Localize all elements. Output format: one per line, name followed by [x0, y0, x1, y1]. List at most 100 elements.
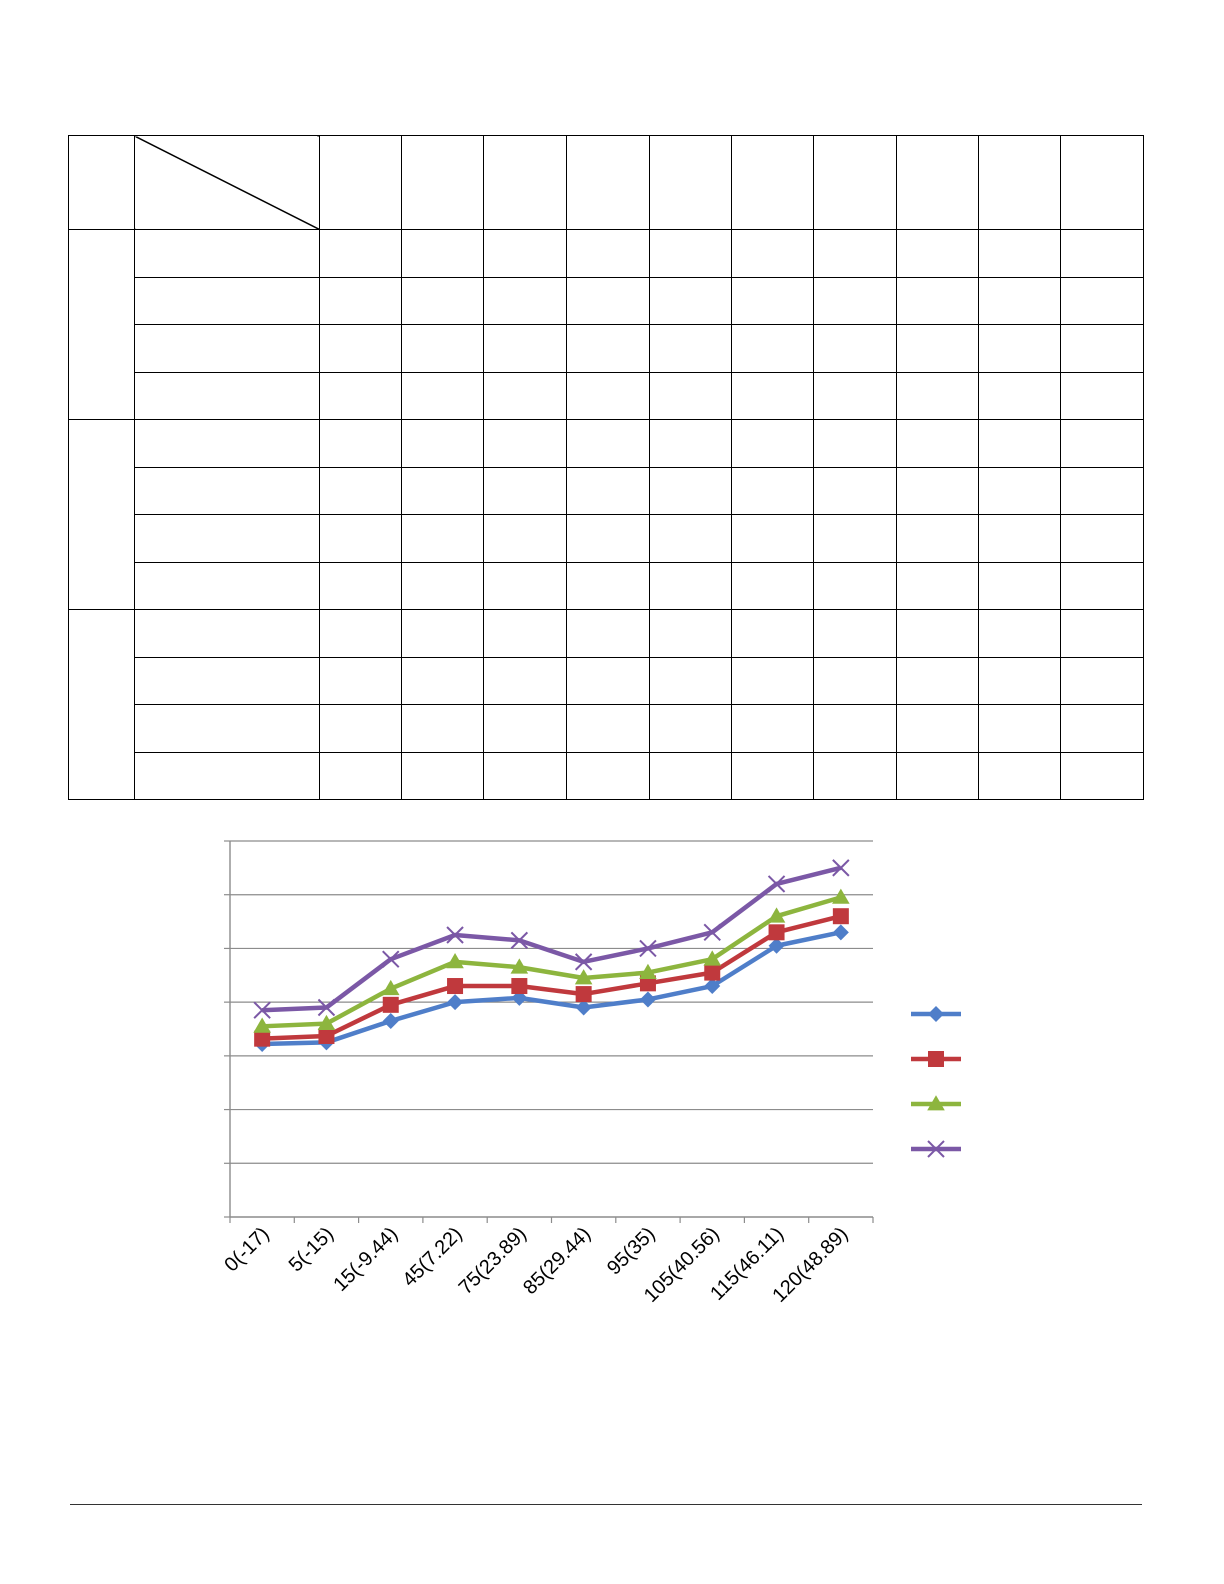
series-4 — [253, 859, 850, 1019]
table-cell — [813, 704, 897, 753]
table-cell — [319, 371, 402, 420]
x-marker-stroke — [317, 998, 336, 1017]
table-cell — [731, 276, 814, 325]
data-point-square — [511, 978, 528, 995]
data-point-x — [703, 923, 721, 942]
table-cell — [649, 751, 732, 800]
table-cell — [401, 229, 484, 278]
table-cell — [566, 229, 650, 278]
table-cell — [731, 704, 814, 753]
table-cell — [731, 656, 814, 705]
table-cell — [896, 751, 979, 800]
data-point-triangle — [446, 953, 464, 969]
table-cell — [731, 751, 814, 800]
table-header-row — [68, 135, 1144, 230]
table-cell — [1060, 371, 1144, 420]
table-row — [69, 751, 1144, 800]
table-cell — [649, 371, 732, 420]
table-header-cell — [813, 135, 897, 230]
x-tick-labels: 0(-17) 5(-15)15(-9.44)45(7.22)75(23.89)85… — [220, 1223, 852, 1307]
data-point-triangle — [927, 1095, 945, 1111]
data-point-diamond — [832, 924, 849, 941]
axes — [224, 840, 874, 1223]
table-cell — [813, 514, 897, 563]
x-marker-stroke — [927, 1140, 945, 1158]
table-cell — [813, 656, 897, 705]
table-cell — [319, 704, 402, 753]
table-cell — [731, 371, 814, 420]
table-row — [68, 229, 1144, 420]
table-cell — [566, 276, 650, 325]
table-cell — [731, 609, 814, 658]
table-cell — [1060, 324, 1144, 373]
table-row — [69, 656, 1144, 705]
table-cell — [649, 656, 732, 705]
data-point-triangle — [639, 963, 657, 979]
table-cell — [566, 466, 650, 515]
legend-entry — [911, 1051, 961, 1067]
table-row-label-cell — [134, 751, 320, 800]
data-point-x — [382, 950, 400, 968]
table-cell — [566, 514, 650, 563]
data-point-x — [574, 953, 593, 971]
table-header-cell — [483, 135, 567, 230]
table-row — [69, 466, 1144, 515]
series-line — [262, 865, 842, 1013]
table-cell — [483, 656, 567, 705]
table-cell — [401, 466, 484, 515]
table-cell — [731, 466, 814, 515]
table-row — [69, 324, 1144, 373]
x-marker-stroke — [510, 931, 529, 950]
table-group-cell — [68, 229, 135, 420]
table-cell — [319, 656, 402, 705]
table-cell — [813, 371, 897, 420]
x-tick-label: 5(-15) — [285, 1223, 338, 1276]
table-cell — [319, 466, 402, 515]
diagonal-header-cell — [134, 135, 320, 230]
table-cell — [649, 514, 732, 563]
table-cell — [896, 609, 979, 658]
x-marker-stroke — [574, 953, 593, 971]
table-row — [69, 371, 1144, 420]
table-cell — [896, 561, 979, 610]
table-cell — [483, 276, 567, 325]
data-point-triangle — [767, 907, 786, 923]
table-cell — [483, 514, 567, 563]
table-cell — [401, 704, 484, 753]
data-table — [68, 135, 1144, 800]
table-cell — [649, 561, 732, 610]
table-cell — [731, 561, 814, 610]
table-cell — [566, 419, 650, 468]
table-cell — [896, 466, 979, 515]
table-cell — [896, 276, 979, 325]
table-cell — [731, 229, 814, 278]
table-cell — [566, 561, 650, 610]
table-cell — [483, 324, 567, 373]
series-3 — [253, 888, 850, 1033]
series-line — [262, 895, 842, 1029]
data-point-x — [639, 939, 657, 958]
table-cell — [978, 704, 1061, 753]
data-point-diamond — [382, 1012, 399, 1029]
table-cell — [319, 514, 402, 563]
table-group-cell — [68, 609, 135, 800]
x-tick-label: 85(29.44) — [519, 1223, 595, 1299]
data-point-square — [575, 986, 592, 1003]
table-cell — [1060, 704, 1144, 753]
table-cell — [731, 419, 814, 468]
x-tick-label: 0(-17) — [220, 1223, 273, 1276]
data-point-x — [832, 859, 850, 877]
table-cell — [319, 751, 402, 800]
series-line — [262, 914, 842, 1041]
table-cell — [566, 704, 650, 753]
table-body — [68, 135, 1144, 800]
table-cell — [319, 561, 402, 610]
table-cell — [401, 561, 484, 610]
table-cell — [319, 276, 402, 325]
table-cell — [319, 609, 402, 658]
table-header-cell — [896, 135, 979, 230]
table-cell — [649, 704, 732, 753]
table-header-cell — [649, 135, 732, 230]
table-cell — [319, 229, 402, 278]
series-line — [262, 930, 842, 1047]
